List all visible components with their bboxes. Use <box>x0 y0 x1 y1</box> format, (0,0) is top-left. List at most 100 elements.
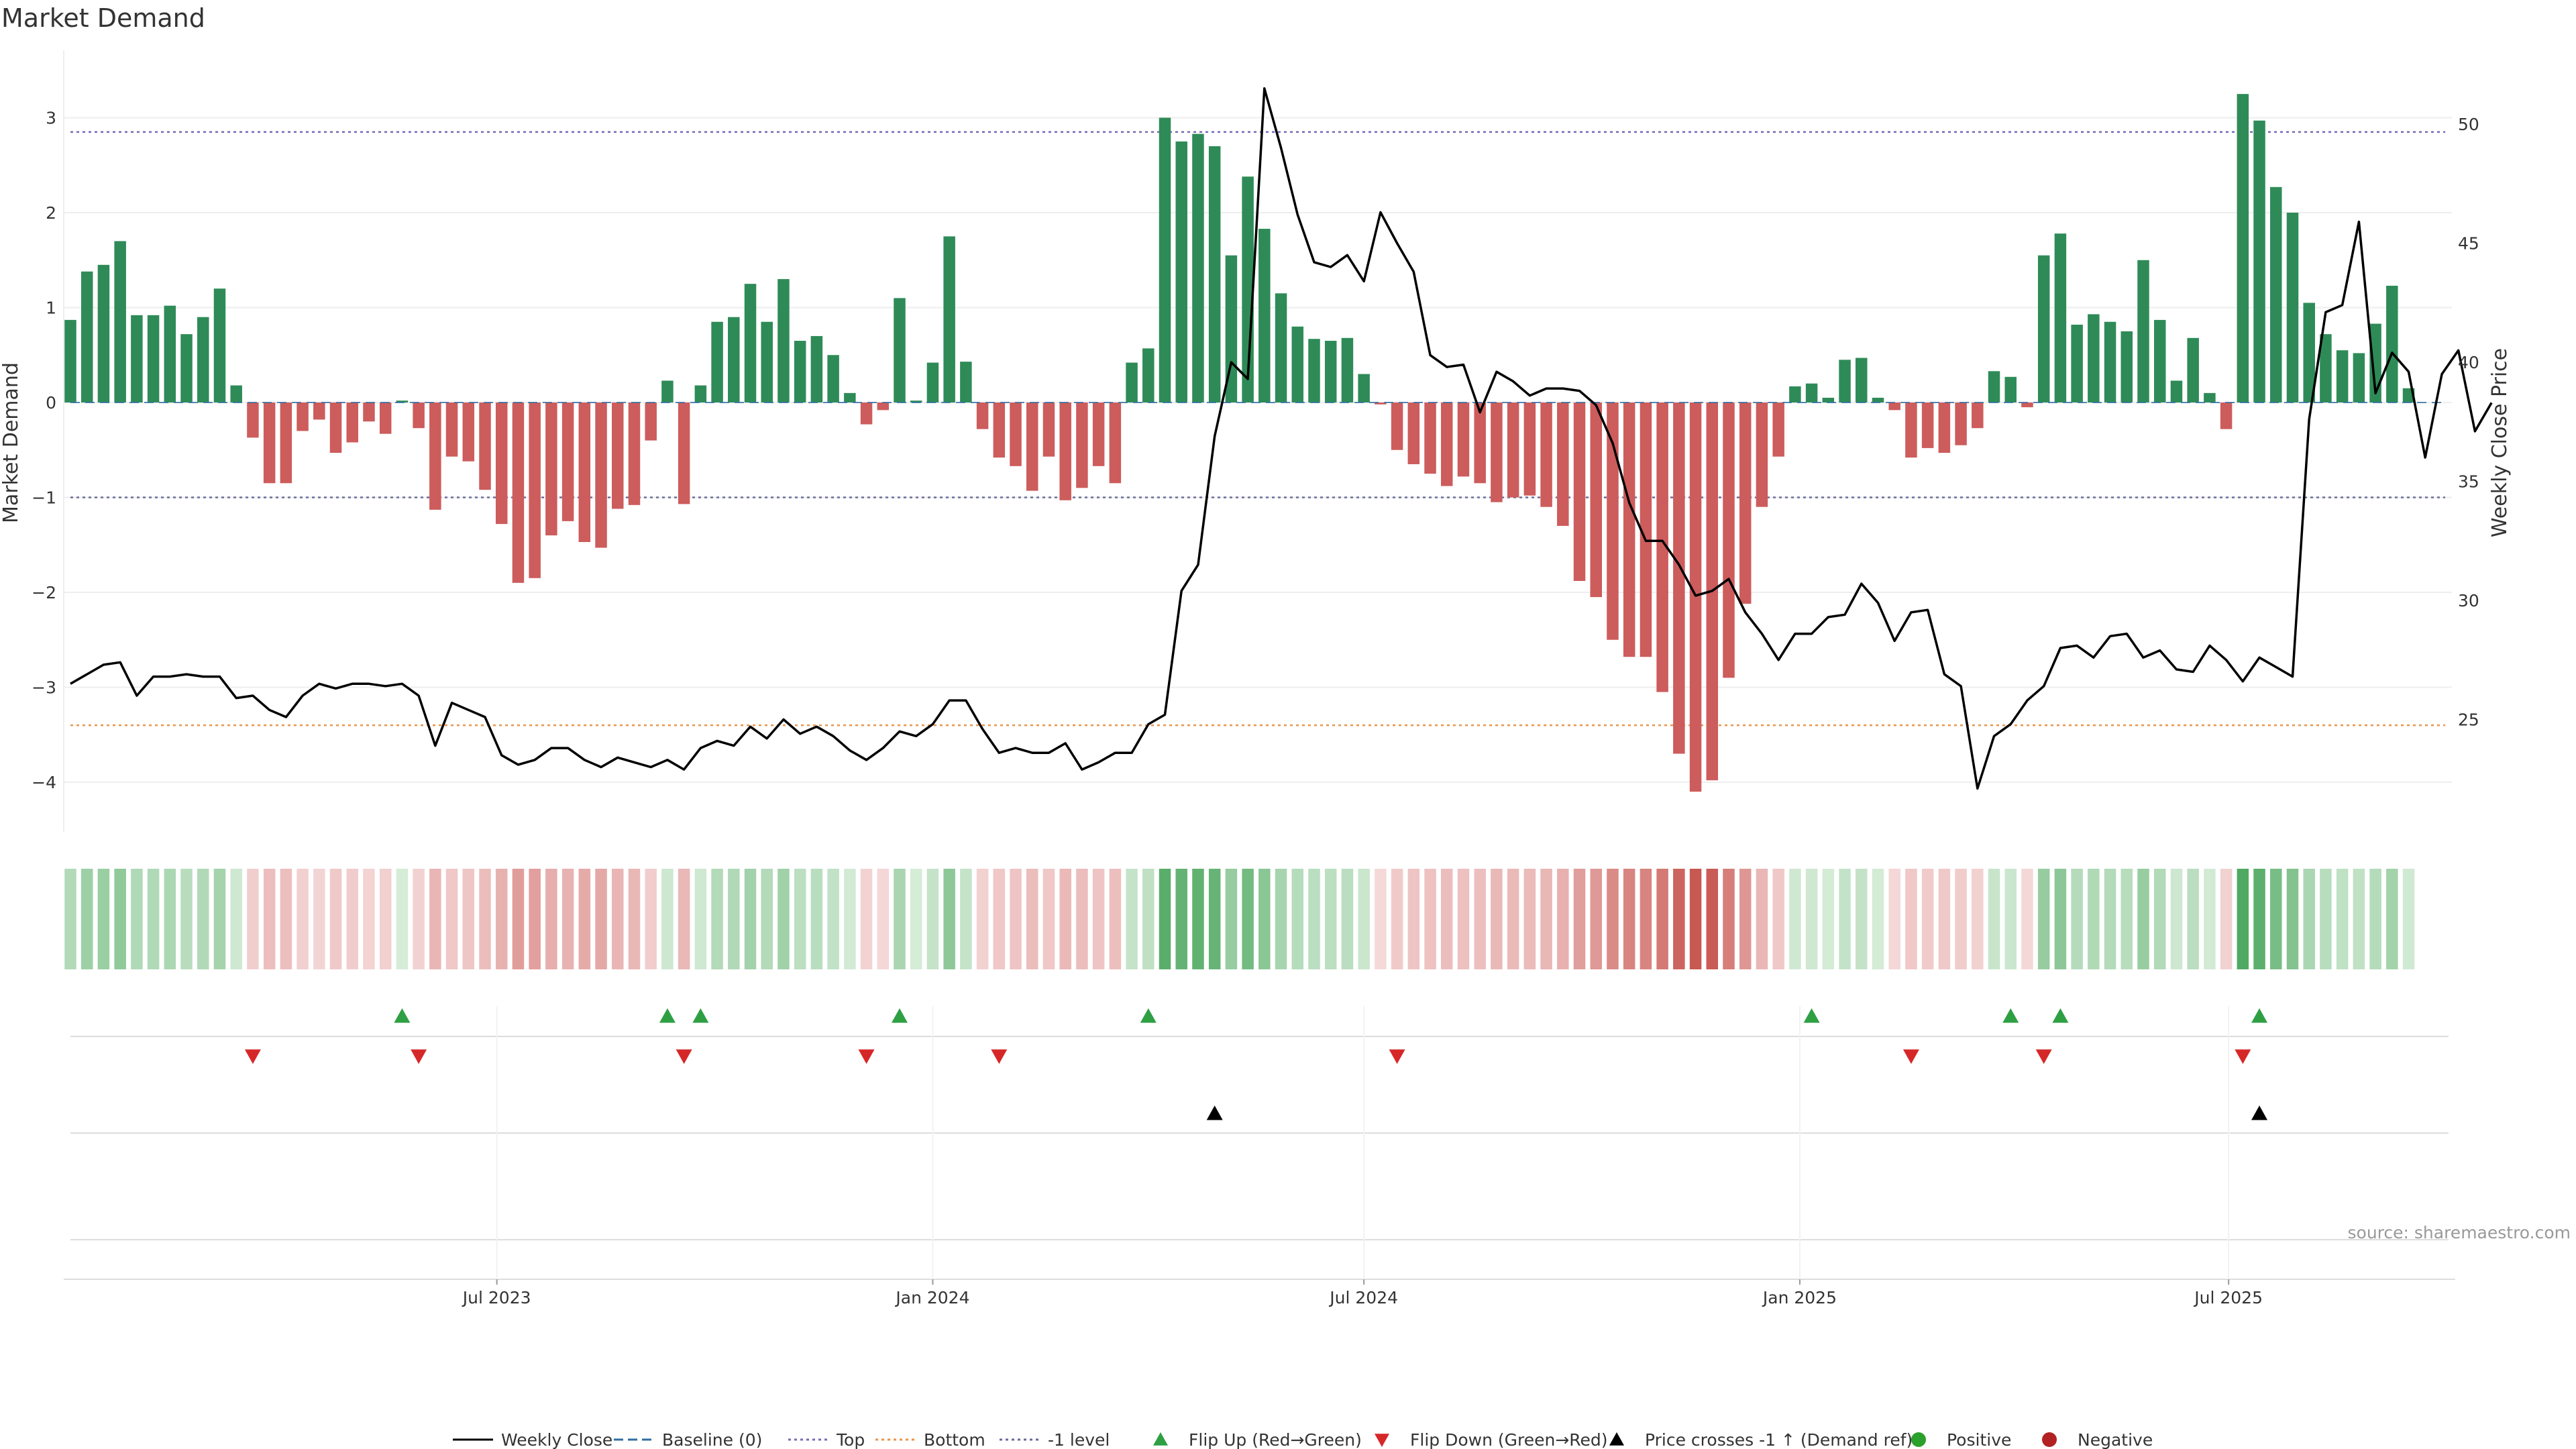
demand-bar <box>1673 402 1685 754</box>
demand-bar <box>479 402 491 490</box>
heat-cell <box>1126 869 1138 969</box>
heat-cell <box>1457 869 1470 969</box>
heat-cell <box>628 869 641 969</box>
y2-tick-label: 30 <box>2458 591 2479 610</box>
demand-bar <box>711 321 723 402</box>
demand-bar <box>280 402 292 484</box>
heat-cell <box>379 869 392 969</box>
demand-bar <box>645 402 657 441</box>
demand-bar <box>80 271 93 402</box>
demand-bar <box>297 402 309 431</box>
demand-bar <box>1523 402 1536 496</box>
demand-bar <box>1888 402 1900 411</box>
flip-down-marker <box>2035 1049 2052 1064</box>
y-axis-label: Market Demand <box>0 362 23 523</box>
demand-bar <box>1042 402 1055 457</box>
demand-bar <box>1258 229 1271 402</box>
heat-cell <box>960 869 972 969</box>
demand-bar <box>744 284 757 402</box>
demand-bar <box>1208 146 1221 402</box>
heat-cell <box>180 869 193 969</box>
heat-cell <box>595 869 607 969</box>
y2-tick-label: 40 <box>2458 353 2479 372</box>
heat-cell <box>1839 869 1851 969</box>
heat-cell <box>1888 869 1900 969</box>
legend-item: Flip Up (Red→Green) <box>1153 1430 1362 1449</box>
heat-cell <box>1010 869 1022 969</box>
heat-cell <box>1109 869 1122 969</box>
demand-bar <box>1640 402 1652 657</box>
heat-cell <box>1656 869 1668 969</box>
heat-cell <box>1905 869 1917 969</box>
flip-up-marker <box>2251 1008 2268 1023</box>
demand-bar <box>2270 186 2282 402</box>
flip-up-marker <box>2052 1008 2069 1023</box>
flip-up-marker <box>659 1008 676 1023</box>
heat-cell <box>2204 869 2216 969</box>
demand-bar <box>247 402 259 438</box>
demand-bar <box>529 402 541 578</box>
demand-bar <box>1457 402 1470 477</box>
demand-bar <box>1424 402 1436 474</box>
demand-bar <box>1142 348 1155 402</box>
price-cross-markers <box>1206 1106 2268 1120</box>
demand-bar <box>2054 233 2067 402</box>
demand-bar <box>777 279 790 402</box>
heat-cell <box>645 869 657 969</box>
demand-bar <box>2021 402 2033 408</box>
demand-bar <box>960 362 972 402</box>
heat-cell <box>1341 869 1354 969</box>
heat-cell <box>761 869 773 969</box>
y2-tick-label: 45 <box>2458 234 2479 254</box>
demand-bar <box>2037 255 2050 402</box>
demand-bar <box>2137 260 2149 402</box>
heat-cell <box>1921 869 1934 969</box>
heat-cell <box>777 869 790 969</box>
heat-cell <box>1822 869 1835 969</box>
demand-bar <box>661 380 674 402</box>
heat-cell <box>2121 869 2133 969</box>
heat-cell <box>894 869 906 969</box>
heat-cell <box>810 869 823 969</box>
heat-cell <box>1225 869 1238 969</box>
price-cross-marker <box>1206 1106 1223 1120</box>
heat-cell <box>1159 869 1171 969</box>
demand-bar <box>1026 402 1038 491</box>
legend-label: Weekly Close <box>501 1430 612 1449</box>
heat-cell <box>2004 869 2017 969</box>
legend-label: Negative <box>2078 1430 2153 1449</box>
demand-bar <box>1590 402 1602 598</box>
heat-cell <box>1590 869 1602 969</box>
heat-cell <box>1723 869 1735 969</box>
heat-cell <box>263 869 276 969</box>
demand-bar <box>810 335 823 402</box>
demand-bar <box>2253 120 2265 402</box>
heat-cell <box>1175 869 1187 969</box>
heat-cell <box>247 869 259 969</box>
demand-bar <box>1324 341 1337 402</box>
demand-bars <box>64 94 2415 792</box>
heat-cell <box>1772 869 1784 969</box>
flip-up-marker <box>692 1008 709 1023</box>
demand-bar <box>1192 133 1204 402</box>
demand-bar <box>1972 402 1984 429</box>
demand-bar <box>827 355 839 402</box>
demand-bar <box>976 402 989 429</box>
demand-bar <box>1856 358 1868 402</box>
heat-cell <box>910 869 922 969</box>
legend-item: Top <box>788 1430 865 1449</box>
legend-item: Positive <box>1911 1430 2011 1449</box>
demand-bar <box>213 288 226 402</box>
heat-cell <box>1407 869 1420 969</box>
heat-cell <box>1756 869 1768 969</box>
heat-cell <box>297 869 309 969</box>
demand-bar <box>363 402 375 422</box>
legend-item: -1 level <box>1000 1430 1110 1449</box>
chart-legend: Weekly Close Baseline (0) Top Bottom -1 leve… <box>453 1430 2153 1449</box>
demand-bar <box>2336 350 2349 402</box>
heat-cell <box>2286 869 2299 969</box>
demand-bar <box>1955 402 1967 445</box>
demand-bar <box>628 402 641 505</box>
date-tick-label: Jul 2024 <box>1328 1288 1398 1307</box>
demand-bar <box>131 315 143 402</box>
